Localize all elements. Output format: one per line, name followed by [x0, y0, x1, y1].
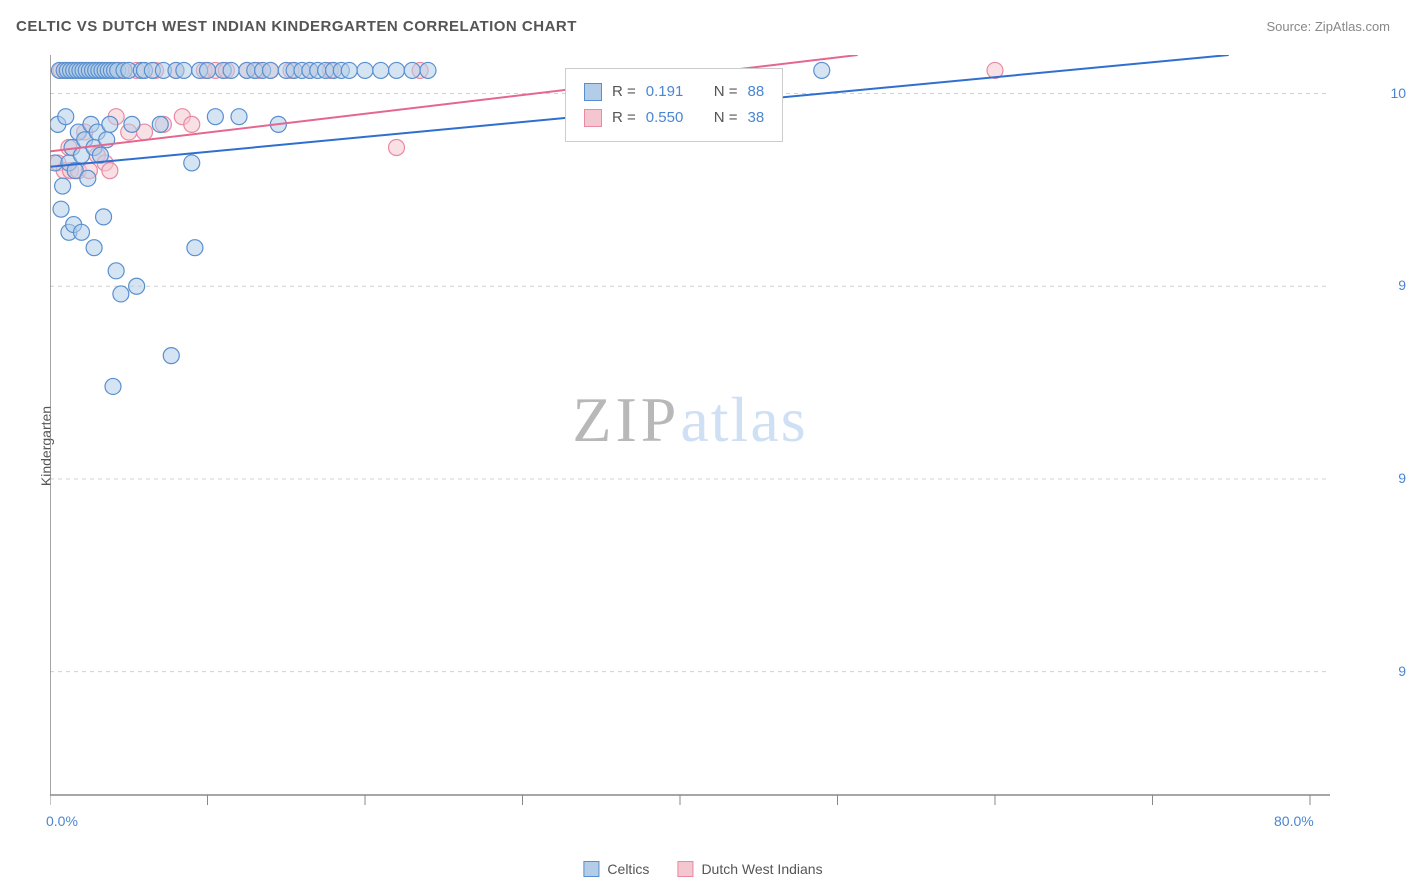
data-point-blue: [80, 170, 96, 186]
data-point-blue: [341, 62, 357, 78]
stats-legend-box: R = 0.191 N = 88 R = 0.550 N = 38: [565, 68, 783, 142]
stats-n-label: N =: [714, 79, 738, 105]
data-point-blue: [74, 224, 90, 240]
legend-item-blue: Celtics: [583, 861, 649, 877]
source-label: Source: ZipAtlas.com: [1266, 19, 1390, 34]
data-point-pink: [389, 140, 405, 156]
legend-swatch-blue-icon: [583, 861, 599, 877]
data-point-pink: [102, 163, 118, 179]
swatch-pink-icon: [584, 109, 602, 127]
stats-row-pink: R = 0.550 N = 38: [584, 105, 764, 131]
data-point-blue: [357, 62, 373, 78]
stats-row-blue: R = 0.191 N = 88: [584, 79, 764, 105]
data-point-blue: [108, 263, 124, 279]
chart-container: CELTIC VS DUTCH WEST INDIAN KINDERGARTEN…: [0, 0, 1406, 892]
data-point-blue: [373, 62, 389, 78]
stats-r-label: R =: [612, 105, 636, 131]
data-point-blue: [102, 116, 118, 132]
data-point-blue: [55, 178, 71, 194]
ytick-label: 95.0%: [1378, 470, 1406, 486]
stats-r-label: R =: [612, 79, 636, 105]
stats-r-value: 0.550: [646, 105, 704, 131]
plot-area: ZIPatlas 92.5%95.0%97.5%100.0%0.0%80.0%: [50, 55, 1330, 815]
legend-label: Dutch West Indians: [701, 861, 822, 877]
legend-item-pink: Dutch West Indians: [677, 861, 822, 877]
data-point-blue: [105, 378, 121, 394]
data-point-blue: [58, 109, 74, 125]
ytick-label: 100.0%: [1378, 85, 1406, 101]
data-point-blue: [231, 109, 247, 125]
legend-label: Celtics: [607, 861, 649, 877]
data-point-blue: [96, 209, 112, 225]
swatch-blue-icon: [584, 83, 602, 101]
xtick-label: 0.0%: [46, 813, 78, 829]
legend-swatch-pink-icon: [677, 861, 693, 877]
data-point-blue: [814, 62, 830, 78]
data-point-blue: [184, 155, 200, 171]
data-point-blue: [263, 62, 279, 78]
data-point-blue: [223, 62, 239, 78]
data-point-blue: [176, 62, 192, 78]
data-point-blue: [152, 116, 168, 132]
stats-n-value: 38: [748, 105, 765, 131]
data-point-blue: [207, 109, 223, 125]
stats-n-value: 88: [748, 79, 765, 105]
data-point-blue: [187, 240, 203, 256]
chart-title: CELTIC VS DUTCH WEST INDIAN KINDERGARTEN…: [16, 18, 577, 35]
data-point-blue: [420, 62, 436, 78]
data-point-blue: [389, 62, 405, 78]
data-point-blue: [124, 116, 140, 132]
data-point-blue: [53, 201, 69, 217]
data-point-blue: [163, 348, 179, 364]
ytick-label: 97.5%: [1378, 277, 1406, 293]
stats-n-label: N =: [714, 105, 738, 131]
data-point-blue: [200, 62, 216, 78]
xtick-label: 80.0%: [1274, 813, 1314, 829]
stats-r-value: 0.191: [646, 79, 704, 105]
data-point-blue: [86, 240, 102, 256]
bottom-legend: Celtics Dutch West Indians: [583, 861, 822, 877]
data-point-blue: [129, 278, 145, 294]
ytick-label: 92.5%: [1378, 663, 1406, 679]
data-point-blue: [404, 62, 420, 78]
title-row: CELTIC VS DUTCH WEST INDIAN KINDERGARTEN…: [16, 18, 1390, 35]
data-point-blue: [113, 286, 129, 302]
data-point-pink: [184, 116, 200, 132]
scatter-svg: [50, 55, 1330, 815]
